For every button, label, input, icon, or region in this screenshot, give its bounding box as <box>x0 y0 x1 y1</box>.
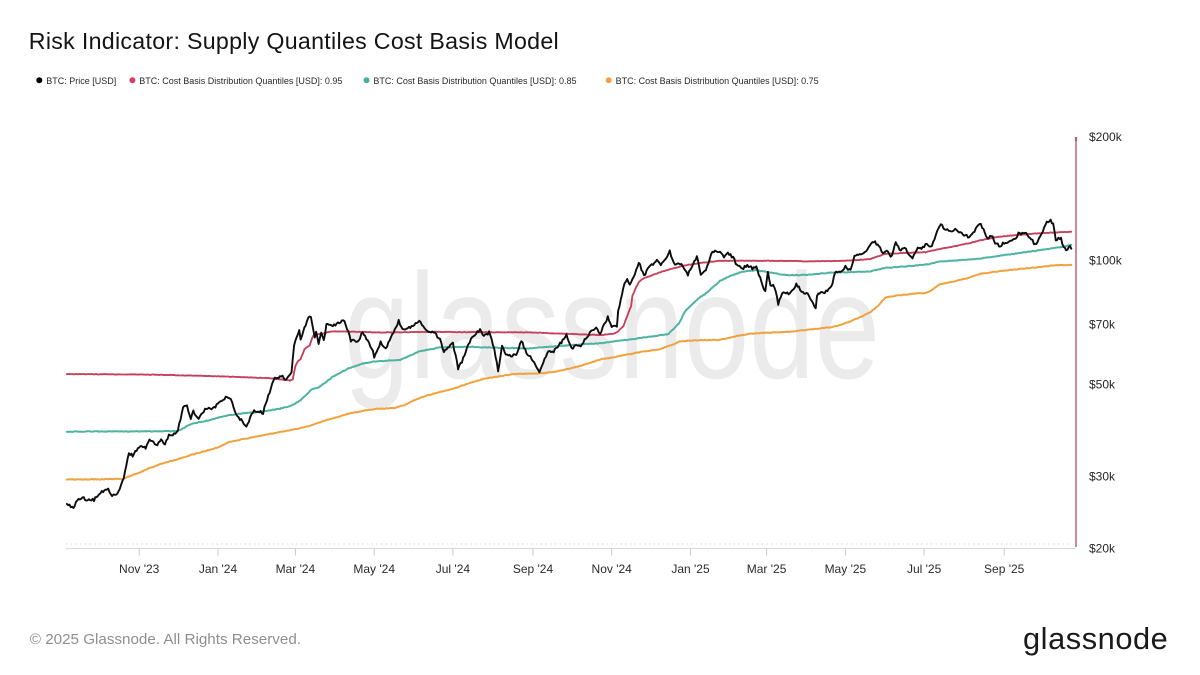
svg-text:$100k: $100k <box>1089 253 1123 267</box>
svg-text:Mar '25: Mar '25 <box>747 562 787 576</box>
svg-text:BTC: Cost Basis Distribution Q: BTC: Cost Basis Distribution Quantiles [… <box>616 76 819 86</box>
svg-text:Nov '24: Nov '24 <box>592 562 633 576</box>
svg-text:$200k: $200k <box>1089 130 1123 144</box>
svg-text:BTC: Cost Basis Distribution Q: BTC: Cost Basis Distribution Quantiles [… <box>373 76 576 86</box>
svg-text:Risk Indicator: Supply Quantil: Risk Indicator: Supply Quantiles Cost Ba… <box>29 28 559 54</box>
svg-text:$50k: $50k <box>1089 378 1116 392</box>
svg-text:May '25: May '25 <box>825 562 867 576</box>
svg-text:May '24: May '24 <box>353 562 395 576</box>
svg-text:BTC: Cost Basis Distribution Q: BTC: Cost Basis Distribution Quantiles [… <box>139 76 342 86</box>
svg-text:$30k: $30k <box>1089 470 1116 484</box>
svg-text:Jan '24: Jan '24 <box>199 562 238 576</box>
svg-text:glassnode: glassnode <box>1023 621 1168 656</box>
svg-text:© 2025 Glassnode. All Rights R: © 2025 Glassnode. All Rights Reserved. <box>30 631 301 648</box>
svg-text:Sep '24: Sep '24 <box>513 562 554 576</box>
svg-text:Jul '24: Jul '24 <box>436 562 471 576</box>
svg-text:Jul '25: Jul '25 <box>907 562 942 576</box>
svg-text:Nov '23: Nov '23 <box>119 562 160 576</box>
svg-text:Sep '25: Sep '25 <box>984 562 1025 576</box>
svg-text:Jan '25: Jan '25 <box>671 562 710 576</box>
svg-text:$20k: $20k <box>1089 541 1116 555</box>
svg-text:Mar '24: Mar '24 <box>276 562 316 576</box>
svg-text:$70k: $70k <box>1089 318 1116 332</box>
svg-text:BTC: Price [USD]: BTC: Price [USD] <box>46 76 116 86</box>
